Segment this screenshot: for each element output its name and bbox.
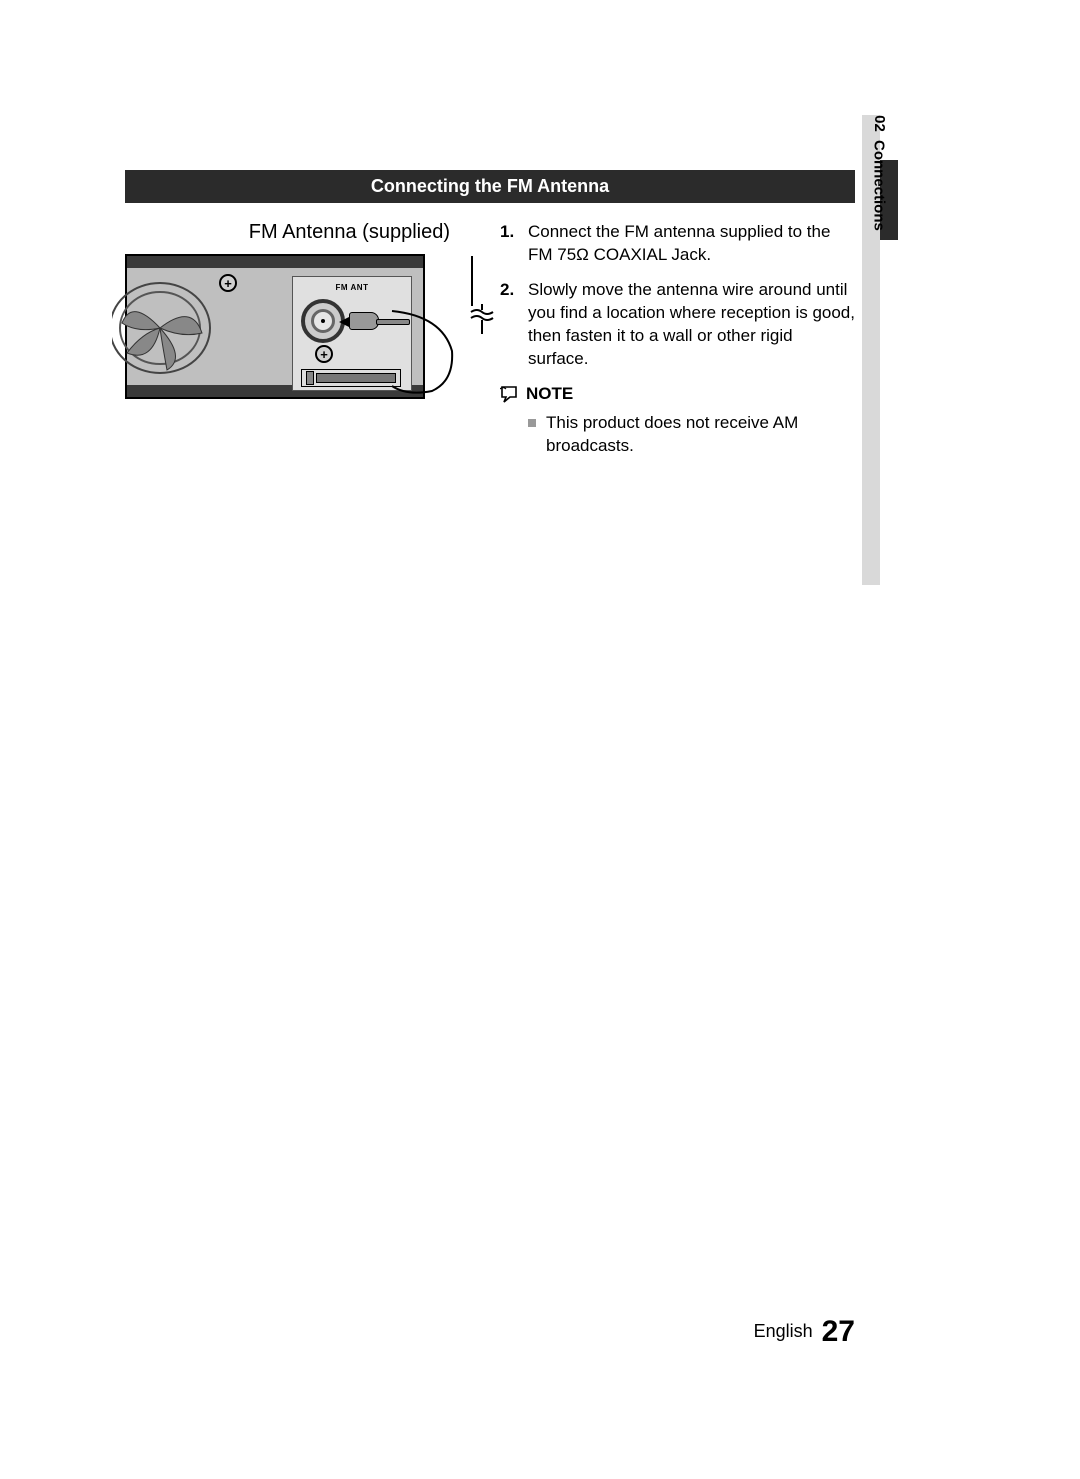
- arrow-left-icon: [339, 317, 349, 327]
- section-header: Connecting the FM Antenna: [125, 170, 855, 203]
- diagram-column: FM Antenna (supplied) + FM ANT: [125, 221, 480, 457]
- footer-language: English: [754, 1321, 813, 1341]
- note-item: This product does not receive AM broadca…: [528, 412, 855, 458]
- note-heading: NOTE: [500, 383, 855, 406]
- bracket-tab: [306, 371, 314, 385]
- side-tab: 02 Connections: [868, 115, 890, 236]
- instructions-column: Connect the FM antenna supplied to the F…: [500, 221, 855, 457]
- steps-list: Connect the FM antenna supplied to the F…: [500, 221, 855, 371]
- diagram-caption: FM Antenna (supplied): [125, 221, 480, 244]
- fan-icon: [112, 278, 222, 378]
- fm-ant-label: FM ANT: [293, 283, 411, 292]
- screw-mid-icon: +: [315, 345, 333, 363]
- connector-panel: FM ANT +: [292, 276, 412, 391]
- step-item: Slowly move the antenna wire around unti…: [500, 279, 855, 371]
- chapter-title: Connections: [871, 140, 888, 231]
- bracket-icon: [301, 369, 401, 387]
- break-mark-icon: [469, 304, 495, 334]
- device-diagram: + FM ANT +: [125, 254, 425, 399]
- antenna-plug-icon: [349, 312, 379, 330]
- note-list: This product does not receive AM broadca…: [500, 412, 855, 458]
- page-content: Connecting the FM Antenna FM Antenna (su…: [125, 170, 855, 457]
- two-column-layout: FM Antenna (supplied) + FM ANT: [125, 221, 855, 457]
- vent-top: [127, 256, 423, 268]
- note-label: NOTE: [526, 383, 573, 406]
- page-footer: English 27: [125, 1315, 855, 1349]
- page-number: 27: [822, 1315, 855, 1348]
- screw-top-icon: +: [219, 274, 237, 292]
- chapter-number: 02: [871, 115, 888, 132]
- step-item: Connect the FM antenna supplied to the F…: [500, 221, 855, 267]
- note-icon: [500, 385, 520, 403]
- bracket-inner: [316, 373, 396, 383]
